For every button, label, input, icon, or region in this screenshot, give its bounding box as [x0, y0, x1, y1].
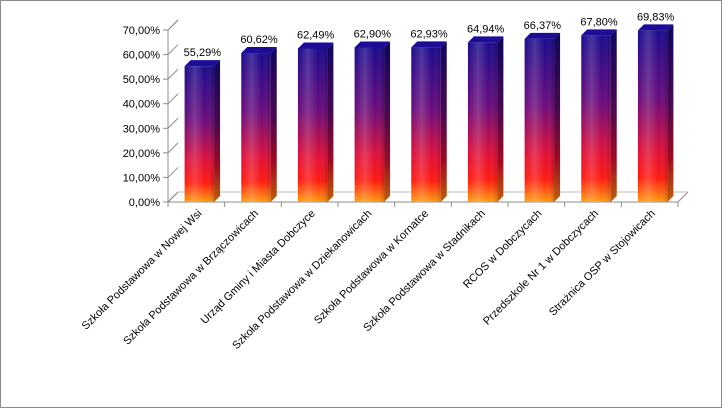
bar-top-face: [184, 60, 221, 67]
y-tick-label: 60,00%: [123, 50, 161, 62]
bar: [637, 24, 674, 203]
y-tick-diagonal: [167, 93, 179, 105]
bar-shine: [297, 48, 328, 203]
bar: [467, 36, 504, 203]
data-labels-group: 55,29% 60,62% 62,49% 62,90% 62,93% 64,94% 66,3…: [184, 11, 675, 59]
bar-top-face: [637, 24, 674, 31]
bar: [581, 29, 617, 202]
y-tick-label: 10,00%: [123, 172, 161, 184]
data-label: 60,62%: [240, 34, 278, 46]
bar-top-face: [241, 47, 277, 54]
bar-side-face: [667, 24, 674, 203]
bar-shine: [581, 35, 611, 202]
bar-shine: [354, 47, 385, 203]
category-label: Strażnica OSP w Stojowicach: [547, 208, 658, 319]
bar: [241, 47, 277, 202]
y-tick-diagonal: [167, 19, 179, 31]
data-label: 55,29%: [184, 47, 222, 59]
category-label: Szkoła Podstawowa w Kornatce: [312, 208, 431, 327]
bar-top-face: [354, 41, 391, 48]
bar-side-face: [610, 29, 617, 202]
bar: [411, 41, 447, 202]
data-label: 62,90%: [354, 28, 392, 40]
category-label: Szkoła Podstawowa w Nowej Wsi: [80, 208, 205, 333]
bar-side-face: [270, 47, 277, 202]
y-tick-diagonal: [167, 68, 179, 80]
bar-side-face: [497, 36, 504, 203]
bar-shine: [637, 30, 668, 203]
bar: [524, 32, 561, 202]
y-tick-diagonal: [167, 191, 179, 203]
data-label: 62,93%: [410, 28, 448, 40]
data-label: 62,49%: [297, 29, 335, 41]
y-tick-diagonal: [167, 142, 179, 154]
bar-shine: [467, 42, 498, 203]
bar-top-face: [581, 29, 617, 36]
data-label: 67,80%: [580, 16, 618, 28]
y-tick-diagonal: [167, 44, 179, 55]
bar-shine: [184, 66, 215, 203]
bar-shine: [524, 38, 555, 202]
y-tick-label: 50,00%: [123, 74, 161, 86]
bar-side-face: [554, 32, 561, 202]
data-label: 66,37%: [524, 20, 562, 32]
bar-side-face: [384, 41, 391, 203]
bar-top-face: [297, 42, 334, 49]
bar-side-face: [327, 42, 334, 203]
y-tick-label: 30,00%: [123, 123, 161, 135]
y-tick-label: 70,00%: [123, 25, 161, 37]
bar-side-face: [440, 41, 447, 202]
category-label: Przedszkole Nr 1 w Dobczycach: [481, 208, 601, 328]
bar: [297, 42, 334, 203]
y-tick-label: 0,00%: [129, 197, 160, 209]
y-tick-label: 20,00%: [123, 148, 161, 160]
category-label: Urząd Gminy i Miasta Dobczyce: [199, 208, 318, 327]
y-tick-diagonal: [167, 117, 179, 129]
y-tick-diagonal: [167, 167, 179, 178]
data-label: 64,94%: [467, 23, 505, 35]
bar: [184, 60, 221, 203]
bar-shine: [411, 47, 441, 202]
bars-group: [184, 24, 674, 203]
bar-shine: [241, 53, 271, 202]
bar-top-face: [411, 41, 447, 48]
bar-side-face: [214, 60, 221, 202]
floor-right-edge: [677, 191, 689, 203]
bar: [354, 41, 391, 203]
category-labels-group: Szkoła Podstawowa w Nowej Wsi Szkoła Pods…: [80, 208, 658, 352]
bar-top-face: [524, 32, 561, 39]
category-label: Szkoła Podstawowa w Stadnikach: [361, 208, 488, 335]
data-label: 69,83%: [637, 11, 675, 23]
bar-top-face: [467, 36, 504, 43]
y-tick-label: 40,00%: [123, 99, 161, 111]
